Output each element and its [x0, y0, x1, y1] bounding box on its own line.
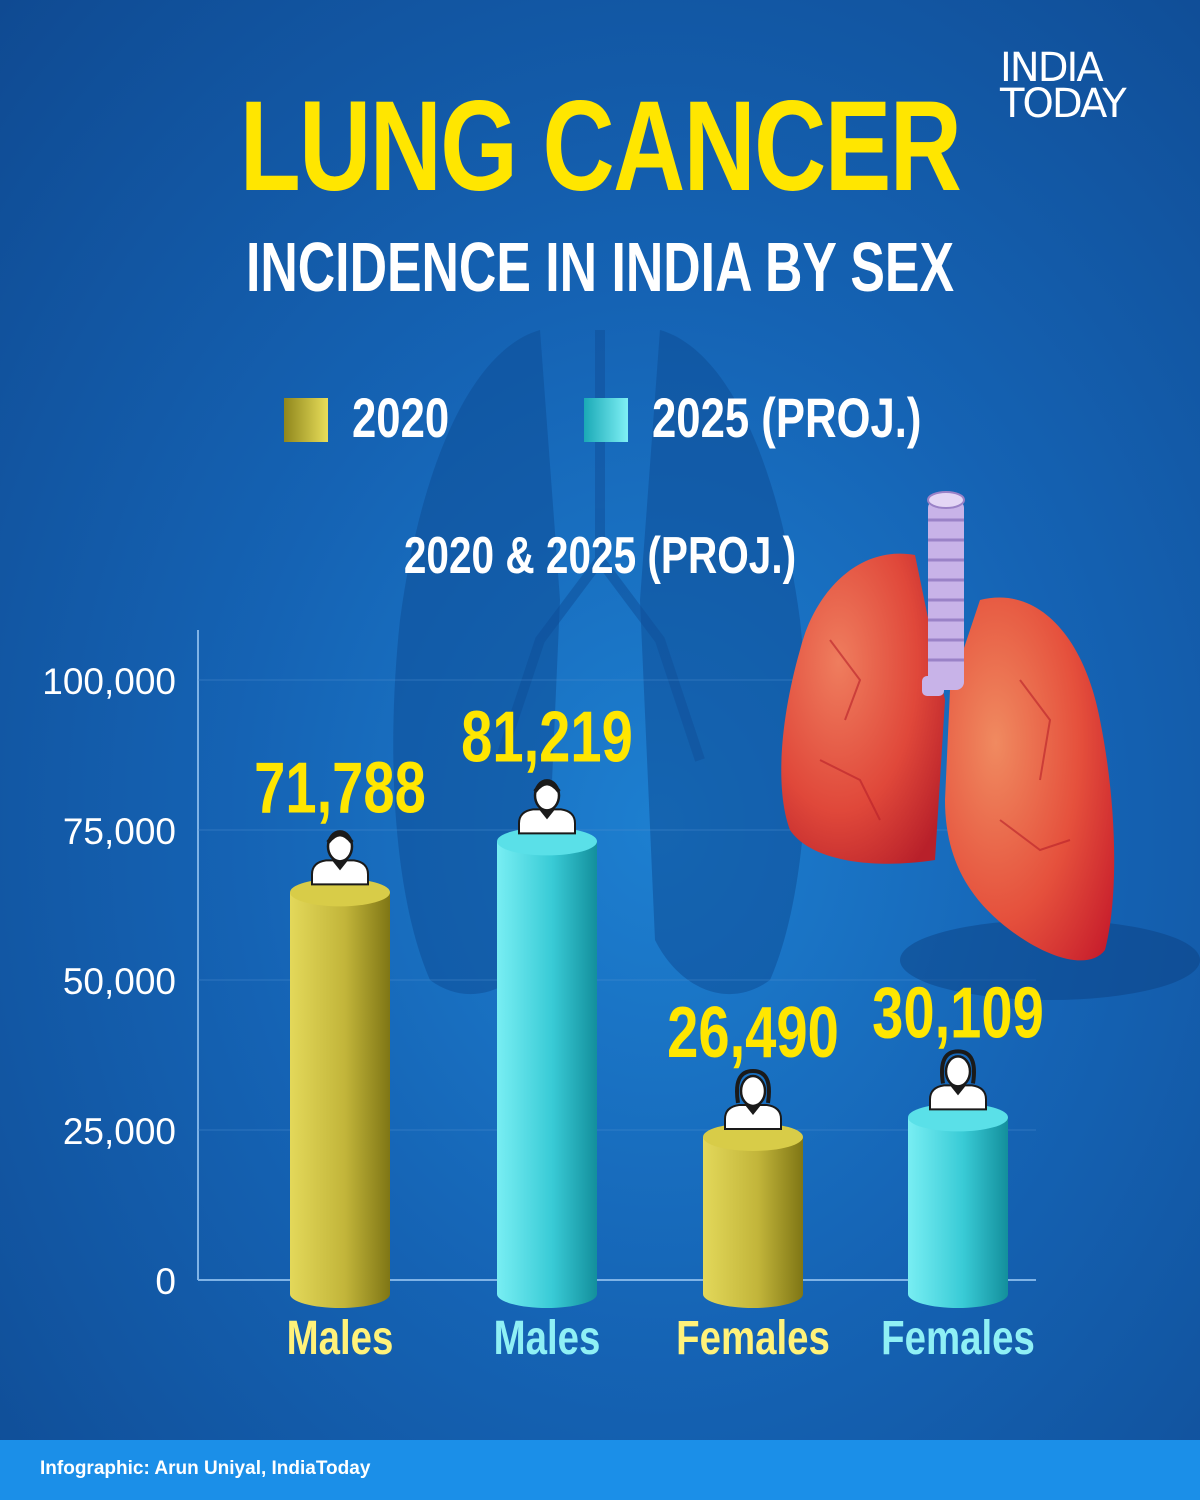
y-tick-label: 0 — [155, 1261, 176, 1302]
x-category-label: Females — [881, 1312, 1035, 1365]
bar-body — [908, 1117, 1008, 1308]
bar-body — [703, 1136, 803, 1308]
legend-swatch-2020 — [284, 398, 328, 442]
bar-body — [497, 841, 597, 1308]
legend-label-2025: 2025 (PROJ.) — [652, 386, 922, 449]
logo-line-2: TODAY — [1000, 81, 1127, 127]
male-person-icon — [518, 779, 576, 835]
x-category-label: Males — [287, 1312, 394, 1365]
bar-males-0 — [290, 830, 390, 1308]
bar-value-label: 30,109 — [872, 973, 1044, 1053]
x-category-label: Males — [494, 1312, 601, 1365]
x-category-label: Females — [676, 1312, 830, 1365]
chart-subtitle: 2020 & 2025 (PROJ.) — [403, 527, 797, 585]
bar-chart: 0 25,000 50,000 75,000 100,000 71,788 Males 81… — [42, 491, 1200, 1366]
female-person-icon — [724, 1068, 782, 1130]
y-tick-label: 50,000 — [63, 961, 176, 1002]
bar-body — [290, 892, 390, 1308]
bar-value-label: 81,219 — [461, 697, 633, 777]
bar-males-1 — [497, 779, 597, 1308]
footer-bar: Infographic: Arun Uniyal, IndiaToday — [0, 1440, 1200, 1500]
y-tick-label: 25,000 — [63, 1111, 176, 1152]
legend-swatch-2025 — [584, 398, 628, 442]
bar-females-3 — [908, 1049, 1008, 1308]
page-title: LUNG CANCER — [239, 75, 962, 218]
bar-value-label: 26,490 — [667, 992, 839, 1072]
india-today-logo: INDIA TODAY — [1000, 45, 1180, 127]
lungs-illustration — [781, 491, 1200, 1000]
female-person-icon — [929, 1049, 987, 1111]
male-person-icon — [311, 830, 369, 886]
page-subtitle: INCIDENCE IN INDIA BY SEX — [245, 228, 955, 306]
y-tick-label: 100,000 — [42, 661, 176, 702]
bar-females-2 — [703, 1068, 803, 1308]
y-tick-label: 75,000 — [63, 811, 176, 852]
footer-credit: Infographic: Arun Uniyal, IndiaToday — [40, 1458, 371, 1479]
bar-value-label: 71,788 — [254, 748, 426, 828]
legend-label-2020: 2020 — [352, 386, 450, 449]
logo-line-1: INDIA — [1000, 45, 1104, 91]
